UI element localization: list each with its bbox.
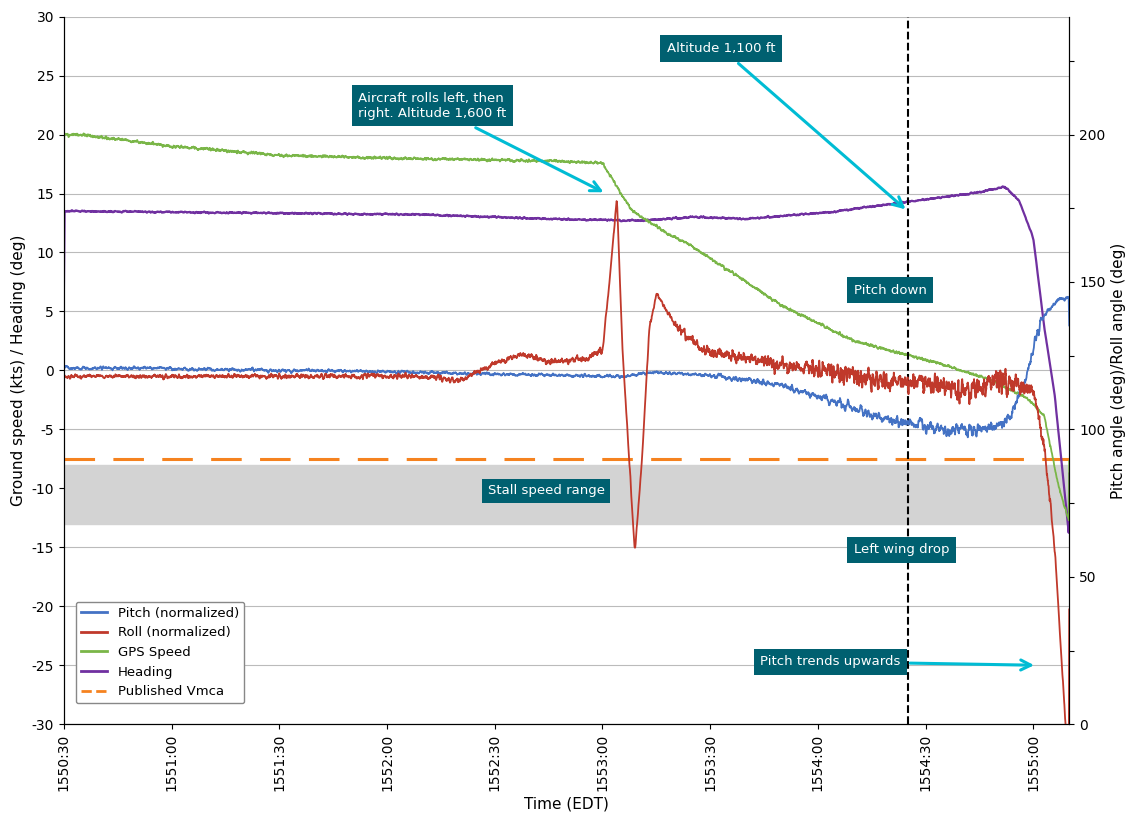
Pitch (normalized) (130, 363, 143, 373)
Roll (normalized) (609, 196, 623, 206)
Roll (normalized) (913, 374, 927, 384)
GPS Speed (131, 135, 144, 145)
Roll (normalized) (748, 352, 762, 362)
Pitch (normalized) (961, 432, 974, 442)
Heading (556, 214, 570, 224)
Y-axis label: Pitch angle (deg)/Roll angle (deg): Pitch angle (deg)/Roll angle (deg) (1111, 242, 1126, 499)
Heading (1062, 528, 1076, 537)
Pitch (normalized) (747, 375, 761, 385)
Pitch (normalized) (556, 370, 570, 380)
Roll (normalized) (1061, 724, 1074, 734)
Text: Stall speed range: Stall speed range (488, 484, 605, 497)
GPS Speed (807, 316, 821, 326)
Line: GPS Speed: GPS Speed (64, 133, 1069, 520)
Roll (normalized) (807, 368, 821, 378)
Line: Roll (normalized): Roll (normalized) (64, 201, 1069, 729)
Roll (normalized) (556, 358, 570, 368)
Text: Left wing drop: Left wing drop (854, 543, 949, 556)
Text: Aircraft rolls left, then
right. Altitude 1,600 ft: Aircraft rolls left, then right. Altitud… (358, 92, 600, 191)
GPS Speed (556, 157, 570, 167)
GPS Speed (807, 315, 821, 325)
Heading (996, 181, 1010, 191)
Pitch (normalized) (807, 390, 821, 400)
Roll (normalized) (130, 370, 143, 380)
X-axis label: Time (EDT): Time (EDT) (524, 797, 609, 811)
Text: Pitch down: Pitch down (854, 284, 927, 297)
Heading (747, 213, 761, 223)
Pitch (normalized) (807, 390, 821, 400)
GPS Speed (1062, 515, 1076, 525)
Pitch (normalized) (1061, 292, 1074, 302)
Heading (130, 207, 143, 216)
Roll (normalized) (1062, 604, 1076, 614)
Pitch (normalized) (913, 413, 927, 423)
Pitch (normalized) (1062, 320, 1076, 330)
Text: Altitude 1,100 ft: Altitude 1,100 ft (667, 42, 903, 207)
Heading (57, 286, 70, 296)
Line: Pitch (normalized): Pitch (normalized) (64, 297, 1069, 437)
Y-axis label: Ground speed (kts) / Heading (deg): Ground speed (kts) / Heading (deg) (11, 235, 26, 506)
Pitch (normalized) (57, 364, 70, 374)
GPS Speed (1062, 456, 1076, 466)
GPS Speed (913, 354, 927, 364)
Line: Heading: Heading (64, 186, 1069, 532)
GPS Speed (77, 128, 91, 138)
Text: Pitch trends upwards: Pitch trends upwards (761, 655, 1031, 670)
Heading (807, 208, 821, 218)
Legend: Pitch (normalized), Roll (normalized), GPS Speed, Heading, Published Vmca: Pitch (normalized), Roll (normalized), G… (75, 602, 244, 704)
GPS Speed (748, 283, 762, 293)
GPS Speed (57, 224, 70, 234)
Roll (normalized) (807, 368, 821, 378)
Heading (913, 195, 927, 205)
Roll (normalized) (57, 369, 70, 379)
Heading (807, 208, 821, 218)
Bar (64, 465, 1069, 523)
Heading (1062, 468, 1076, 478)
